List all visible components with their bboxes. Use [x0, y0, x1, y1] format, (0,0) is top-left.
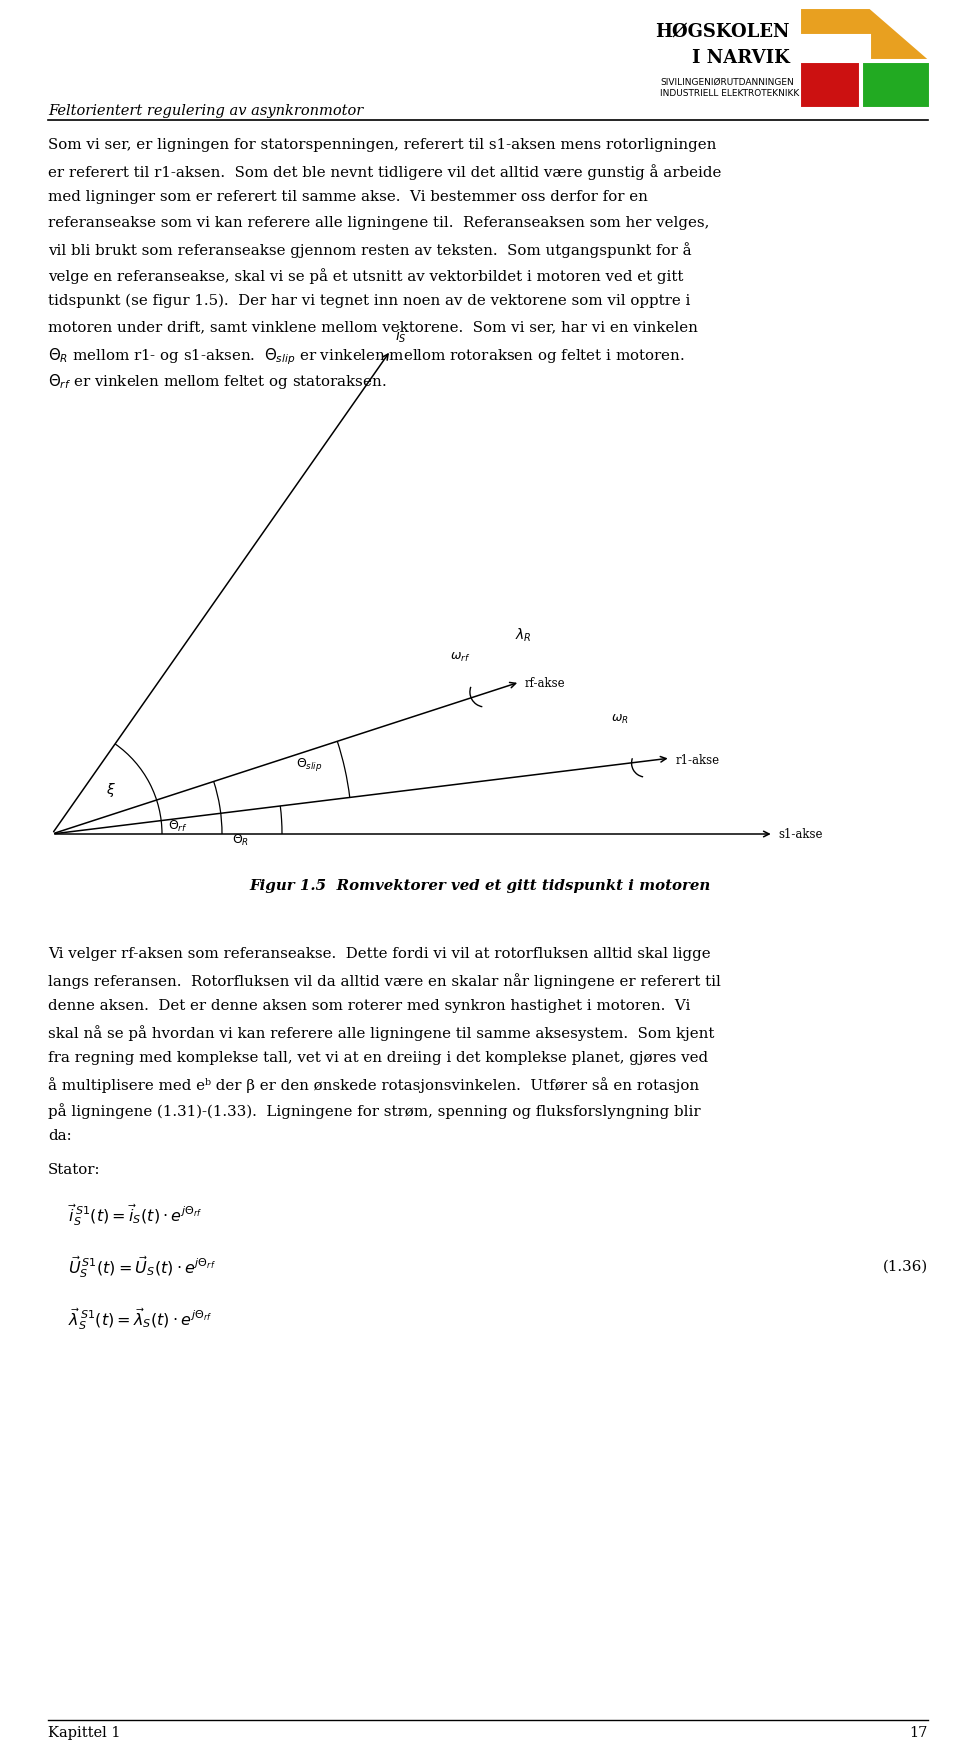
Text: $\Theta_R$: $\Theta_R$: [231, 833, 249, 847]
Polygon shape: [800, 61, 860, 109]
Text: å multiplisere med eᵇ der β er den ønskede rotasjonsvinkelen.  Utfører så en rot: å multiplisere med eᵇ der β er den ønske…: [48, 1077, 699, 1093]
Text: $\Theta_{rf}$: $\Theta_{rf}$: [168, 819, 188, 835]
Text: motoren under drift, samt vinklene mellom vektorene.  Som vi ser, har vi en vink: motoren under drift, samt vinklene mello…: [48, 319, 698, 333]
Text: $\vec{\lambda}_S^{\,S1}(t) = \vec{\lambda}_S(t)\cdot e^{j\Theta_{rf}}$: $\vec{\lambda}_S^{\,S1}(t) = \vec{\lambd…: [68, 1305, 212, 1331]
Text: vil bli brukt som referanseakse gjennom resten av teksten.  Som utgangspunkt for: vil bli brukt som referanseakse gjennom …: [48, 242, 691, 258]
Text: INDUSTRIELL ELEKTROTEKNIKK: INDUSTRIELL ELEKTROTEKNIKK: [660, 89, 800, 98]
Text: er referert til r1-aksen.  Som det ble nevnt tidligere vil det alltid være gunst: er referert til r1-aksen. Som det ble ne…: [48, 165, 721, 181]
Polygon shape: [862, 61, 930, 109]
Text: SIVILINGENIØRUTDANNINGEN: SIVILINGENIØRUTDANNINGEN: [660, 77, 794, 86]
Text: Stator:: Stator:: [48, 1163, 101, 1177]
Text: denne aksen.  Det er denne aksen som roterer med synkron hastighet i motoren.  V: denne aksen. Det er denne aksen som rote…: [48, 1000, 690, 1014]
Text: $\lambda_R$: $\lambda_R$: [515, 626, 532, 644]
Text: $\omega_R$: $\omega_R$: [611, 712, 628, 726]
Text: $\Theta_{rf}$ er vinkelen mellom feltet og statoraksen.: $\Theta_{rf}$ er vinkelen mellom feltet …: [48, 372, 387, 391]
Text: $\xi$: $\xi$: [106, 781, 115, 798]
Text: (1.36): (1.36): [883, 1259, 928, 1273]
Text: $\Theta_{slip}$: $\Theta_{slip}$: [297, 756, 323, 774]
Text: Figur 1.5  Romvektorer ved et gitt tidspunkt i motoren: Figur 1.5 Romvektorer ved et gitt tidspu…: [250, 879, 710, 893]
Text: $\omega_{rf}$: $\omega_{rf}$: [450, 651, 470, 665]
Text: langs referansen.  Rotorfluksen vil da alltid være en skalar når ligningene er r: langs referansen. Rotorfluksen vil da al…: [48, 973, 721, 989]
Text: rf-akse: rf-akse: [525, 677, 565, 691]
Text: med ligninger som er referert til samme akse.  Vi bestemmer oss derfor for en: med ligninger som er referert til samme …: [48, 189, 648, 203]
Text: $i_S$: $i_S$: [395, 328, 406, 346]
Text: Kapittel 1: Kapittel 1: [48, 1726, 121, 1740]
Text: s1-akse: s1-akse: [779, 828, 823, 840]
Text: HØGSKOLEN: HØGSKOLEN: [656, 23, 790, 40]
Polygon shape: [800, 9, 930, 60]
Text: $\vec{U}_S^{\,S1}(t) = \vec{U}_S(t)\cdot e^{j\Theta_{rf}}$: $\vec{U}_S^{\,S1}(t) = \vec{U}_S(t)\cdot…: [68, 1254, 216, 1279]
Text: r1-akse: r1-akse: [676, 754, 720, 766]
Text: fra regning med komplekse tall, vet vi at en dreiing i det komplekse planet, gjø: fra regning med komplekse tall, vet vi a…: [48, 1051, 708, 1065]
Text: skal nå se på hvordan vi kan referere alle ligningene til samme aksesystem.  Som: skal nå se på hvordan vi kan referere al…: [48, 1024, 714, 1040]
Text: referanseakse som vi kan referere alle ligningene til.  Referanseaksen som her v: referanseakse som vi kan referere alle l…: [48, 216, 709, 230]
Text: da:: da:: [48, 1130, 72, 1144]
Text: 17: 17: [910, 1726, 928, 1740]
Text: på ligningene (1.31)-(1.33).  Ligningene for strøm, spenning og fluksforslyngnin: på ligningene (1.31)-(1.33). Ligningene …: [48, 1103, 701, 1119]
Text: tidspunkt (se figur 1.5).  Der har vi tegnet inn noen av de vektorene som vil op: tidspunkt (se figur 1.5). Der har vi teg…: [48, 295, 690, 309]
Text: velge en referanseakse, skal vi se på et utsnitt av vektorbildet i motoren ved e: velge en referanseakse, skal vi se på et…: [48, 268, 684, 284]
Text: Vi velger rf-aksen som referanseakse.  Dette fordi vi vil at rotorfluksen alltid: Vi velger rf-aksen som referanseakse. De…: [48, 947, 710, 961]
Text: I NARVIK: I NARVIK: [692, 49, 790, 67]
Text: Som vi ser, er ligningen for statorspenningen, referert til s1-aksen mens rotorl: Som vi ser, er ligningen for statorspenn…: [48, 139, 716, 153]
Text: $\vec{i}_S^{\,S1}(t) = \vec{i}_S(t)\cdot e^{j\Theta_{rf}}$: $\vec{i}_S^{\,S1}(t) = \vec{i}_S(t)\cdot…: [68, 1201, 203, 1228]
Text: Feltorientert regulering av asynkronmotor: Feltorientert regulering av asynkronmoto…: [48, 103, 363, 118]
Text: $\Theta_R$ mellom r1- og s1-aksen.  $\Theta_{slip}$ er vinkelen mellom rotorakse: $\Theta_R$ mellom r1- og s1-aksen. $\The…: [48, 346, 684, 367]
